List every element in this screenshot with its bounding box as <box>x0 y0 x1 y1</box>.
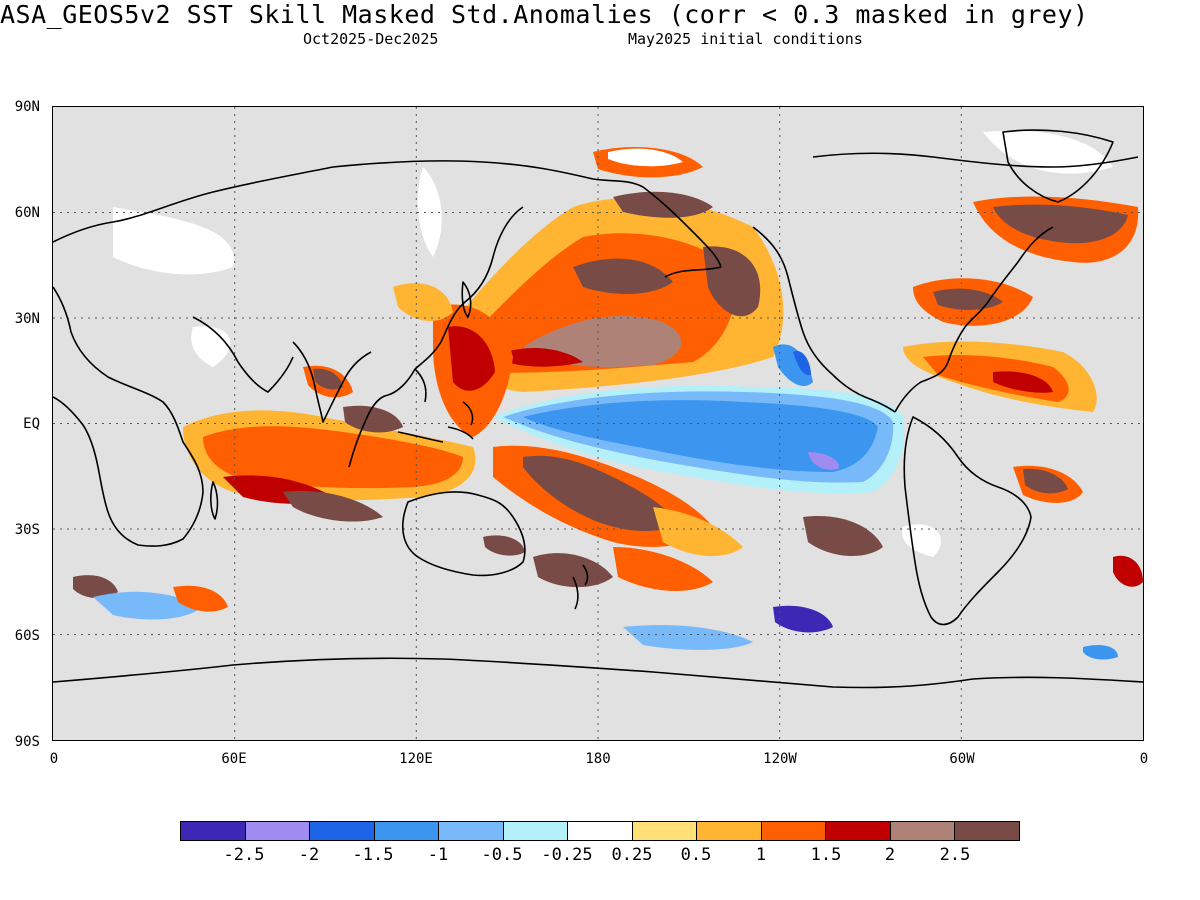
colorbar-label: 1 <box>755 845 767 865</box>
colorbar-swatch <box>955 822 1019 840</box>
colorbar-label: 1.5 <box>810 845 842 865</box>
colorbar-label: -2 <box>298 845 320 865</box>
colorbar-label: -0.5 <box>481 845 523 865</box>
lat-label-60n: 60N <box>14 205 40 221</box>
lat-label-60s: 60S <box>14 628 40 644</box>
colorbar-label: 2.5 <box>939 845 971 865</box>
colorbar-label: 0.25 <box>611 845 653 865</box>
colorbar-label: -1.5 <box>352 845 394 865</box>
colorbar-label: -2.5 <box>223 845 265 865</box>
colorbar-swatch <box>568 822 633 840</box>
colorbar-swatch <box>181 822 246 840</box>
colorbar <box>180 821 1020 841</box>
initial-conditions: May2025 initial conditions <box>628 30 863 48</box>
lat-label-90s: 90S <box>14 734 40 750</box>
map-canvas <box>53 107 1143 740</box>
colorbar-swatch <box>310 822 375 840</box>
colorbar-swatch <box>826 822 891 840</box>
colorbar-swatch <box>697 822 762 840</box>
colorbar-swatch <box>503 822 569 840</box>
forecast-period: Oct2025-Dec2025 <box>303 30 439 48</box>
colorbar-swatch <box>439 822 504 840</box>
colorbar-swatch <box>374 822 440 840</box>
anomaly-fields <box>73 130 1143 660</box>
lon-label-0: 0 <box>49 751 59 767</box>
colorbar-label: -0.25 <box>541 845 593 865</box>
colorbar-swatch <box>245 822 311 840</box>
map-title: ASA_GEOS5v2 SST Skill Masked Std.Anomali… <box>0 0 1089 29</box>
coastlines <box>53 129 1143 689</box>
colorbar-label: 0.5 <box>680 845 712 865</box>
lat-label-30n: 30N <box>14 311 40 327</box>
colorbar-swatch <box>632 822 698 840</box>
colorbar-label: 2 <box>884 845 896 865</box>
lon-label-60e: 60E <box>221 751 247 767</box>
colorbar-swatch <box>761 822 827 840</box>
lat-label-30s: 30S <box>14 522 40 538</box>
sst-anomaly-map <box>52 106 1144 741</box>
colorbar-swatch <box>890 822 956 840</box>
lon-label-180: 180 <box>585 751 611 767</box>
colorbar-label: -1 <box>427 845 449 865</box>
lon-label-120w: 120W <box>763 751 797 767</box>
lat-label-eq: EQ <box>23 416 40 432</box>
lon-label-60w: 60W <box>949 751 975 767</box>
lon-label-120e: 120E <box>399 751 433 767</box>
lon-label-0-east: 0 <box>1139 751 1149 767</box>
lat-label-90n: 90N <box>14 99 40 115</box>
graticule <box>53 107 1143 740</box>
